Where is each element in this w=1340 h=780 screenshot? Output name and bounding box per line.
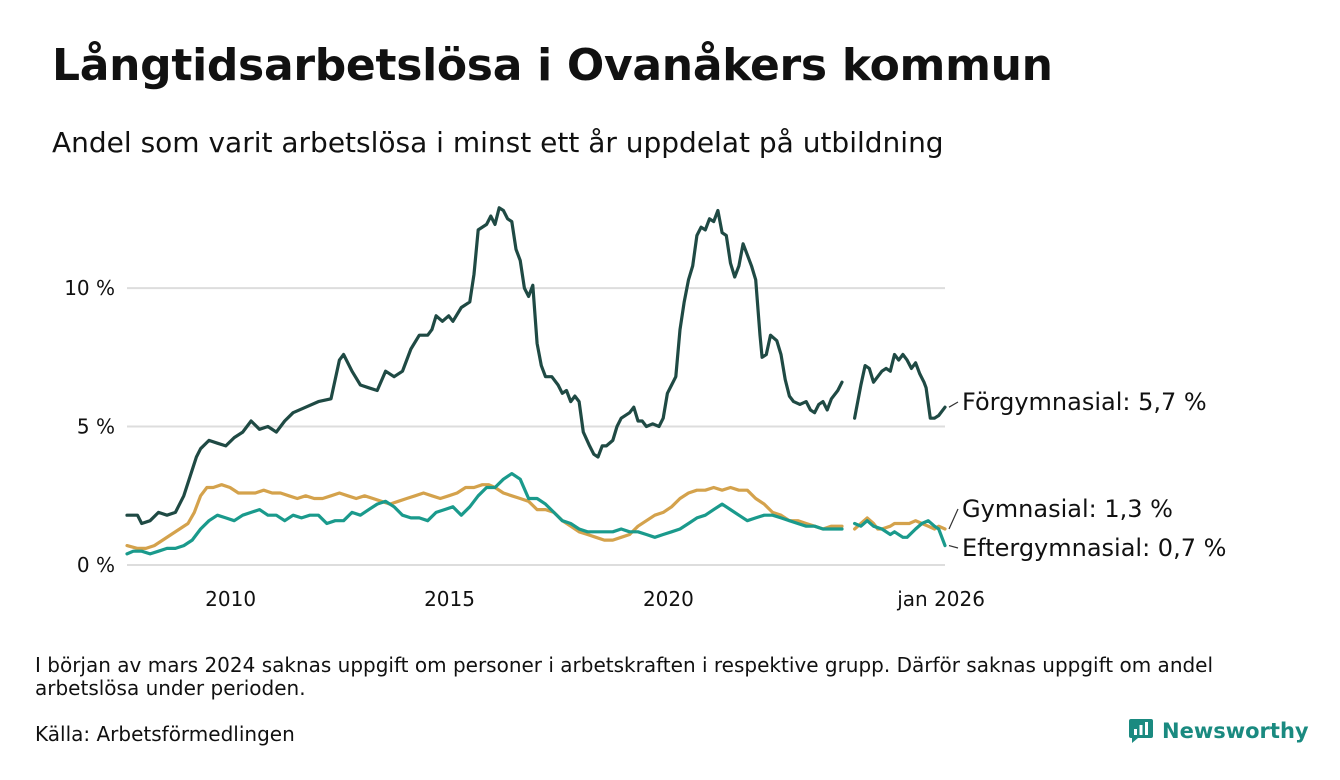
chart-title: Långtidsarbetslösa i Ovanåkers kommun	[52, 40, 1053, 91]
y-tick-label: 0 %	[77, 553, 115, 577]
label-leader-forgymnasial	[948, 401, 959, 408]
chart-subtitle: Andel som varit arbetslösa i minst ett å…	[52, 126, 944, 159]
series-label-eftergymnasial: Eftergymnasial: 0,7 %	[962, 534, 1226, 562]
label-leader-gymnasial	[948, 508, 959, 530]
series-label-gymnasial: Gymnasial: 1,3 %	[962, 495, 1173, 523]
x-tick-label: 2010	[205, 587, 256, 611]
x-tick-label: 2020	[643, 587, 694, 611]
series-line-gymnasial	[125, 483, 947, 550]
brand-logo: Newsworthy	[1128, 718, 1309, 744]
series-line-eftergymnasial	[125, 472, 947, 556]
y-tick-label: 10 %	[64, 276, 115, 300]
series-label-forgymnasial: Förgymnasial: 5,7 %	[962, 388, 1207, 416]
x-tick-label: 2015	[424, 587, 475, 611]
series-line-forgymnasial	[125, 206, 947, 526]
x-axis-ticks: 2010 2015 2020 jan 2026	[205, 587, 985, 611]
x-tick-label: jan 2026	[896, 587, 985, 611]
source-text: Källa: Arbetsförmedlingen	[35, 722, 295, 746]
label-leader-eftergymnasial	[948, 545, 959, 549]
series-lines	[125, 206, 947, 556]
brand-name: Newsworthy	[1162, 719, 1309, 743]
y-tick-label: 5 %	[77, 415, 115, 439]
newsworthy-logo-icon	[1129, 719, 1153, 743]
y-axis-ticks: 0 % 5 % 10 %	[64, 276, 115, 577]
footnote: I början av mars 2024 saknas uppgift om …	[35, 653, 1214, 700]
series-labels: Förgymnasial: 5,7 % Gymnasial: 1,3 % Efter…	[948, 388, 1226, 562]
line-chart: 0 % 5 % 10 % 2010 2015 2020 jan 2026 Förgymna…	[64, 206, 1226, 611]
